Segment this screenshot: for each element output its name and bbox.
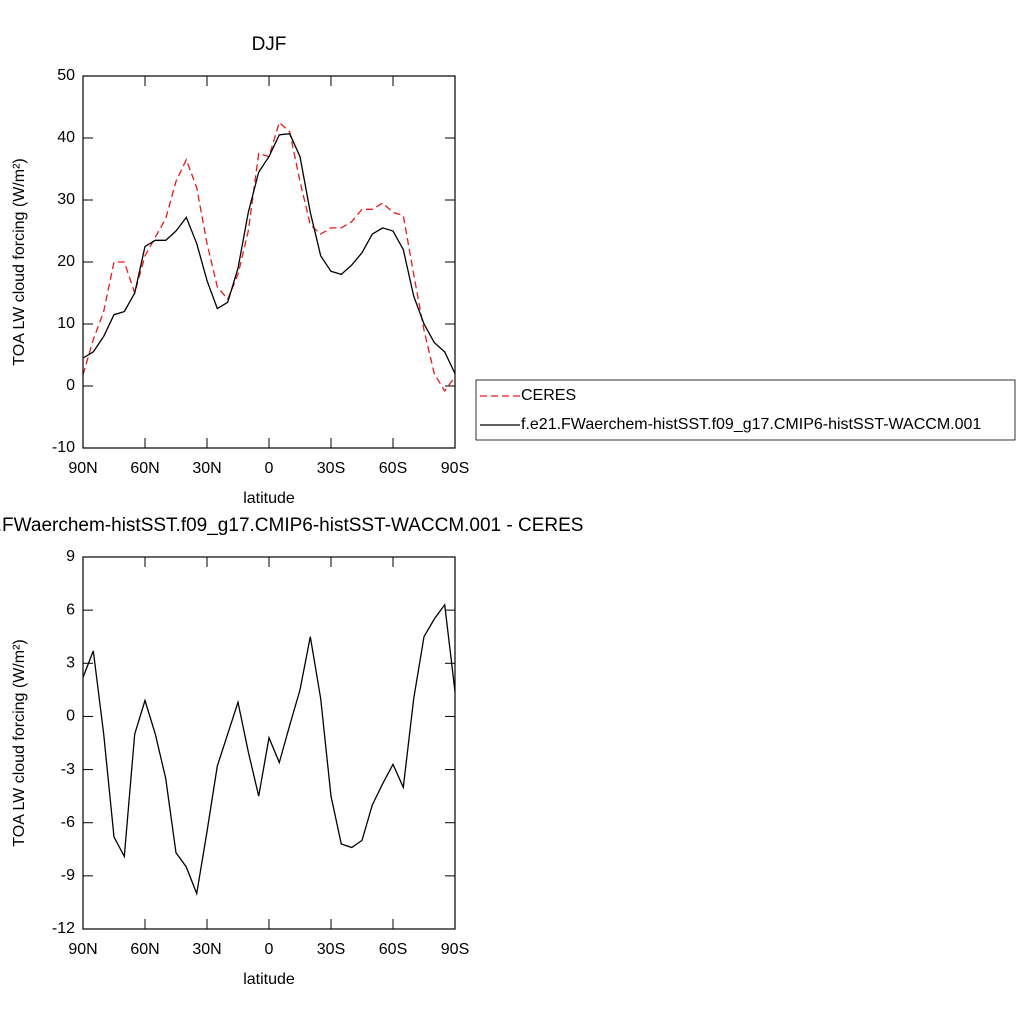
plot-frame bbox=[82, 75, 456, 449]
plot-frame bbox=[82, 556, 456, 930]
x-tick-label: 60N bbox=[130, 460, 159, 477]
x-tick-label: 90N bbox=[68, 460, 97, 477]
y-axis-label: TOA LW cloud forcing (W/m²) bbox=[11, 158, 28, 365]
y-tick-label: -6 bbox=[61, 814, 75, 831]
y-tick-label: -9 bbox=[61, 867, 75, 884]
y-tick-label: -12 bbox=[52, 920, 75, 937]
y-tick-label: 0 bbox=[66, 708, 75, 725]
y-tick-label: 20 bbox=[57, 253, 75, 270]
x-tick-label: 30N bbox=[192, 460, 221, 477]
series-line bbox=[82, 132, 456, 374]
x-tick-label: 60N bbox=[130, 941, 159, 958]
y-tick-label: 3 bbox=[66, 655, 75, 672]
x-tick-label: 0 bbox=[265, 941, 274, 958]
y-tick-label: 10 bbox=[57, 315, 75, 332]
x-axis-label: latitude bbox=[243, 971, 295, 988]
x-tick-label: 30S bbox=[317, 460, 345, 477]
y-tick-label: -3 bbox=[61, 761, 75, 778]
legend-box bbox=[475, 379, 1016, 441]
x-tick-label: 30N bbox=[192, 941, 221, 958]
y-tick-label: 6 bbox=[66, 601, 75, 618]
x-tick-label: 0 bbox=[265, 460, 274, 477]
chart-title: DJF bbox=[252, 34, 287, 55]
x-tick-label: 30S bbox=[317, 941, 345, 958]
series-line bbox=[82, 121, 456, 393]
y-tick-label: 9 bbox=[66, 548, 75, 565]
x-tick-label: 60S bbox=[379, 460, 407, 477]
x-tick-label: 90N bbox=[68, 941, 97, 958]
x-tick-label: 60S bbox=[379, 941, 407, 958]
y-axis-label: TOA LW cloud forcing (W/m²) bbox=[11, 639, 28, 846]
x-tick-label: 90S bbox=[441, 460, 469, 477]
y-tick-label: 50 bbox=[57, 67, 75, 84]
chart-title: f.e21.FWaerchem-histSST.f09_g17.CMIP6-hi… bbox=[0, 515, 583, 536]
y-tick-label: 40 bbox=[57, 129, 75, 146]
x-axis-label: latitude bbox=[243, 490, 295, 507]
y-tick-label: 0 bbox=[66, 377, 75, 394]
x-tick-label: 90S bbox=[441, 941, 469, 958]
y-tick-label: 30 bbox=[57, 191, 75, 208]
legend-label: CERES bbox=[521, 387, 576, 404]
series-line bbox=[82, 603, 456, 897]
y-tick-label: -10 bbox=[52, 439, 75, 456]
legend-label: f.e21.FWaerchem-histSST.f09_g17.CMIP6-hi… bbox=[521, 416, 981, 433]
